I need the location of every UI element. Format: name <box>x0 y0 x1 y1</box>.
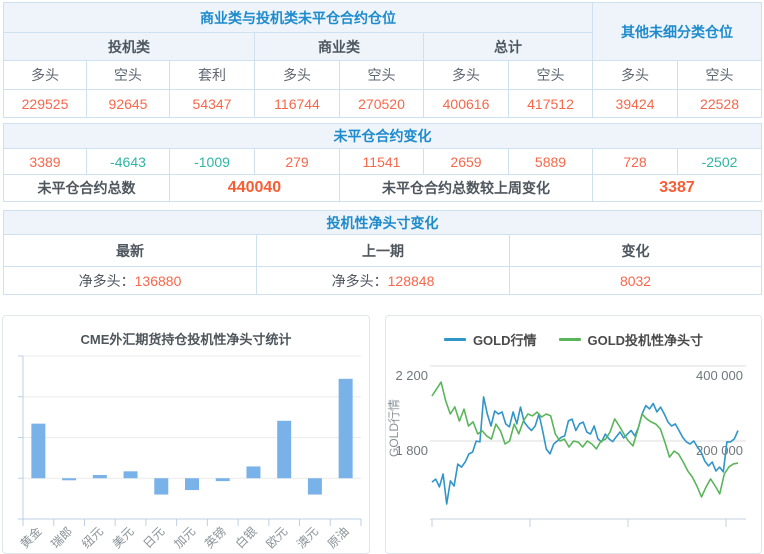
col-header-long: 多头 <box>423 60 509 90</box>
change-cell: 3389 <box>3 148 87 175</box>
group-header-total: 总计 <box>422 32 594 61</box>
svg-text:1 800: 1 800 <box>395 443 428 458</box>
change-cell: -2502 <box>677 148 762 175</box>
svg-text:2 200: 2 200 <box>395 368 428 383</box>
oi-total-value: 440040 <box>169 174 340 202</box>
svg-text:GOLD行情: GOLD行情 <box>387 399 401 457</box>
line-chart-canvas: 2 200 1 800 400 000 200 000 GOLD行情 <box>387 365 746 527</box>
svg-text:400 000: 400 000 <box>696 368 743 383</box>
change-cell: 728 <box>592 148 678 175</box>
legend-line-swatch <box>443 338 466 341</box>
header-previous: 上一期 <box>256 234 510 267</box>
previous-net-long-cell: 净多头：128848 <box>256 266 510 295</box>
col-header-spread: 套利 <box>169 60 255 90</box>
svg-text:澳元: 澳元 <box>294 524 321 551</box>
bar-chart-title: CME外汇期货持仓投机性净头寸统计 <box>80 332 292 347</box>
col-header-short: 空头 <box>339 60 424 90</box>
value-cell: 116744 <box>254 89 340 118</box>
svg-text:加元: 加元 <box>171 524 198 551</box>
change-cell: -4643 <box>86 148 170 175</box>
net-long-label: 净多头： <box>331 272 388 289</box>
value-cell: 39424 <box>592 89 679 118</box>
net-long-value: 136880 <box>134 272 182 289</box>
svg-text:瑞郎: 瑞郎 <box>48 524 75 551</box>
bar-chart-canvas: 黄金 瑞郎 纽元 美元 日元 加元 英镑 白银 欧元 澳元 原油 <box>17 355 362 552</box>
chart-legend: GOLD行情 GOLD投机性净头寸 <box>386 330 761 349</box>
value-cell: 417512 <box>507 89 594 118</box>
other-positions-title: 其他未细分类仓位 <box>592 2 763 61</box>
svg-text:200 000: 200 000 <box>696 443 743 458</box>
positions-table-title: 商业类与投机类未平仓合约仓位 <box>2 2 594 33</box>
charts-row: CME外汇期货持仓投机性净头寸统计 黄金 瑞郎 纽元 美元 日元 加元 英镑 白银 欧元 澳元 原油… <box>2 315 762 554</box>
svg-text:白银: 白银 <box>232 524 260 552</box>
col-header-long: 多头 <box>254 60 340 90</box>
change-cell: -1009 <box>169 148 255 175</box>
change-cell: 11541 <box>339 148 424 175</box>
col-header-long: 多头 <box>592 60 679 90</box>
legend-label: GOLD行情 <box>472 333 537 348</box>
col-header-short: 空头 <box>677 60 763 90</box>
net-long-label: 净多头： <box>78 272 135 289</box>
latest-net-long-cell: 净多头：136880 <box>3 266 257 295</box>
header-latest: 最新 <box>3 234 257 267</box>
value-cell: 270520 <box>339 89 424 118</box>
gold-line-chart-card: 2 200 1 800 400 000 200 000 GOLD行情 GOLD行情 GO… <box>385 315 762 554</box>
group-header-speculative: 投机类 <box>3 32 255 61</box>
svg-text:欧元: 欧元 <box>263 524 290 551</box>
svg-text:美元: 美元 <box>110 524 137 551</box>
value-cell: 22528 <box>677 89 763 118</box>
oi-week-change-value: 3387 <box>592 174 762 202</box>
oi-week-change-label: 未平仓合约总数较上周变化 <box>339 174 593 202</box>
svg-text:黄金: 黄金 <box>17 524 45 552</box>
legend-label: GOLD投机性净头寸 <box>587 333 704 348</box>
svg-text:纽元: 纽元 <box>79 524 106 551</box>
change-cell: 2659 <box>423 148 509 175</box>
legend-item-gold-price[interactable]: GOLD行情 <box>443 330 537 349</box>
legend-line-swatch <box>558 338 581 341</box>
value-cell: 229525 <box>3 89 87 118</box>
group-header-commercial: 商业类 <box>254 32 424 61</box>
col-header-short: 空头 <box>507 60 594 90</box>
net-change-cell: 8032 <box>508 266 763 295</box>
net-position-bar-chart-card: CME外汇期货持仓投机性净头寸统计 黄金 瑞郎 纽元 美元 日元 加元 英镑 白银 欧元 澳元 原油 <box>2 315 370 554</box>
header-change: 变化 <box>508 234 763 267</box>
col-header-short: 空头 <box>86 60 170 90</box>
col-header-long: 多头 <box>3 60 87 90</box>
value-cell: 400616 <box>423 89 509 118</box>
svg-text:日元: 日元 <box>141 524 168 551</box>
value-cell: 92645 <box>86 89 170 118</box>
net-long-value: 128848 <box>387 272 435 289</box>
svg-text:英镑: 英镑 <box>201 524 229 552</box>
legend-item-gold-net-position[interactable]: GOLD投机性净头寸 <box>558 330 704 349</box>
positions-table: 商业类与投机类未平仓合约仓位 其他未细分类仓位 投机类 商业类 总计 多头 空头… <box>2 2 763 118</box>
oi-change-table: 未平仓合约变化 3389 -4643 -1009 279 11541 2659 … <box>3 123 762 202</box>
change-cell: 5889 <box>508 148 593 175</box>
oi-total-label: 未平仓合约总数 <box>3 174 170 202</box>
net-position-title: 投机性净头寸变化 <box>2 210 763 235</box>
net-position-table: 投机性净头寸变化 最新 上一期 变化 净多头：136880 净多头：128848… <box>2 210 763 295</box>
change-cell: 279 <box>254 148 340 175</box>
value-cell: 54347 <box>169 89 255 118</box>
oi-change-title: 未平仓合约变化 <box>3 123 762 149</box>
svg-text:原油: 原油 <box>325 524 352 551</box>
